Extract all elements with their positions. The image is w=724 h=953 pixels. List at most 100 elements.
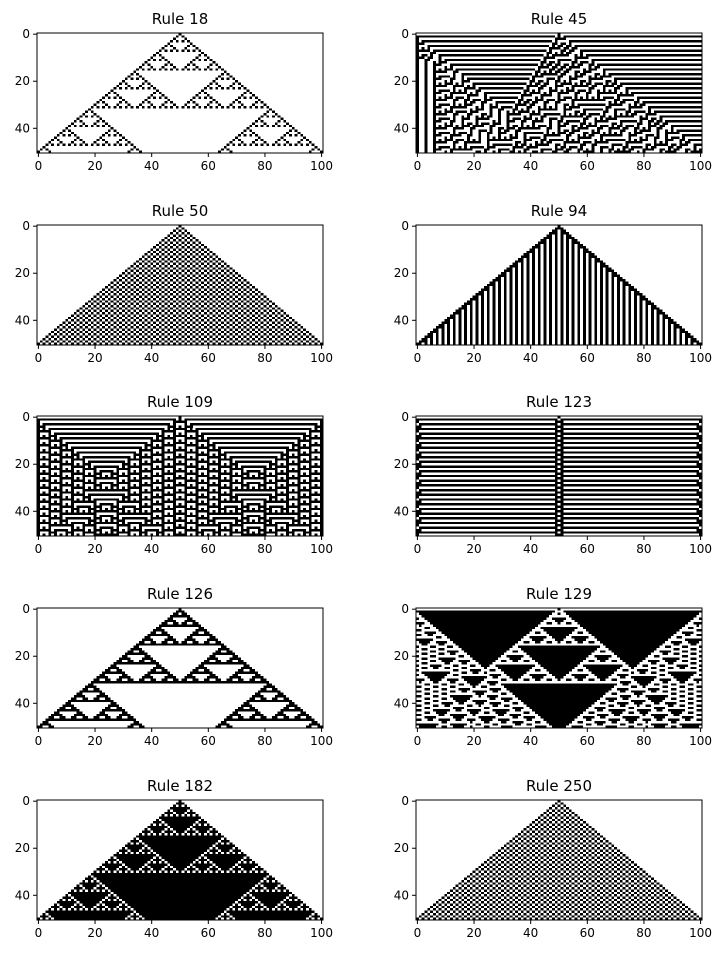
ca-cell-run: [138, 524, 165, 527]
x-tick-label: 0: [414, 351, 422, 365]
ca-cell-run: [509, 335, 513, 338]
ca-cell-run: [218, 305, 222, 308]
ca-cell-run: [59, 444, 69, 447]
ca-cell-run: [303, 531, 312, 534]
ca-cell-run: [455, 309, 462, 313]
ca-cell-run: [147, 302, 151, 305]
ca-cell-run: [164, 269, 168, 273]
ca-cell-run: [492, 323, 496, 327]
ca-cell-run: [82, 333, 86, 336]
ca-cell-run: [602, 131, 606, 135]
ca-cell-run: [503, 330, 507, 334]
ca-cell-run: [218, 103, 222, 106]
ca-cell-run: [223, 267, 227, 270]
y-tick-label: 40: [15, 313, 30, 327]
ca-cell-run: [229, 290, 233, 294]
ca-cell-run: [53, 337, 57, 341]
ca-cell-run: [566, 257, 569, 261]
ca-cell-run: [418, 432, 558, 435]
ca-cell-run: [192, 316, 196, 320]
ca-cell-run: [206, 463, 222, 466]
ca-cell-run: [286, 448, 301, 452]
ca-cell-run: [600, 265, 609, 268]
ca-cell-run: [520, 330, 524, 334]
ca-cell-run: [175, 35, 179, 38]
ca-cell-run: [303, 328, 307, 331]
ca-cell-run: [155, 281, 159, 284]
ca-cell-run: [526, 283, 530, 287]
ca-cell-run: [560, 246, 564, 249]
ca-cell-run: [416, 434, 422, 438]
ca-cell-run: [215, 269, 219, 273]
ca-cell-run: [308, 451, 323, 454]
ca-cell-run: [588, 302, 592, 305]
ca-cell-run: [416, 465, 558, 468]
ca-cell-run: [99, 136, 103, 139]
ca-cell-run: [277, 335, 281, 338]
ca-cell-run: [119, 279, 122, 282]
ca-cell-run: [543, 91, 547, 95]
ca-cell-run: [107, 124, 111, 128]
ca-cell-run: [602, 68, 702, 71]
ca-cell-run: [540, 115, 547, 118]
ca-cell-run: [583, 255, 586, 258]
ca-cell-run: [240, 479, 244, 482]
ca-cell-run: [308, 141, 312, 144]
ca-cell-run: [246, 333, 250, 336]
ca-cell-run: [235, 295, 239, 298]
ca-cell-run: [605, 269, 615, 273]
ca-cell-run: [588, 286, 592, 289]
ca-cell-run: [600, 319, 603, 322]
ca-cell-run: [427, 47, 431, 50]
ca-cell-run: [483, 96, 487, 99]
ca-cell-run: [458, 89, 462, 92]
ca-cell-run: [515, 330, 518, 334]
ca-cell-run: [509, 274, 513, 277]
ca-cell-run: [600, 288, 603, 291]
ca-cell-run: [506, 127, 516, 130]
ca-cell-run: [605, 290, 609, 294]
ca-cell-run: [416, 84, 419, 88]
ca-cell-run: [543, 267, 547, 270]
ca-cell-run: [189, 281, 193, 284]
ca-cell-run: [274, 491, 278, 494]
ca-cell-run: [59, 448, 74, 452]
ca-cell-run: [226, 316, 230, 320]
ca-cell-run: [515, 309, 518, 313]
ca-cell-run: [195, 267, 199, 270]
ca-cell-run: [175, 312, 179, 315]
ca-cell-run: [144, 342, 148, 345]
ca-cell-run: [195, 524, 222, 527]
ca-cell-run: [489, 105, 499, 109]
ca-cell-run: [158, 54, 162, 57]
ca-cell-run: [206, 319, 210, 322]
ca-cell-run: [605, 333, 609, 336]
ca-cell-run: [189, 512, 193, 515]
ca-cell-run: [246, 281, 250, 284]
ca-cell-run: [161, 458, 176, 461]
ca-cell-run: [178, 286, 182, 289]
ca-cell-run: [141, 335, 145, 338]
ca-cell-run: [532, 323, 535, 327]
ca-cell-run: [204, 260, 207, 263]
ca-cell-run: [418, 507, 558, 511]
ca-cell-run: [554, 337, 558, 341]
ca-cell-run: [659, 141, 663, 144]
ca-cell-run: [133, 484, 137, 487]
ca-cell-run: [600, 337, 603, 341]
ca-cell-run: [543, 323, 547, 327]
ca-cell-run: [218, 290, 222, 294]
ca-cell-run: [554, 276, 558, 280]
ca-cell-run: [161, 305, 165, 308]
ca-cell-run: [492, 328, 496, 331]
ca-cell-run: [198, 297, 202, 301]
ca-cell-run: [549, 293, 552, 296]
ca-cell-run: [580, 145, 584, 149]
ca-cell-run: [277, 120, 281, 123]
ca-cell-run: [209, 288, 213, 291]
ca-cell-run: [515, 321, 518, 324]
ca-cell-run: [560, 423, 700, 426]
ca-cell-run: [563, 47, 569, 50]
ca-cell-run: [605, 323, 609, 327]
ca-cell-run: [107, 105, 111, 109]
